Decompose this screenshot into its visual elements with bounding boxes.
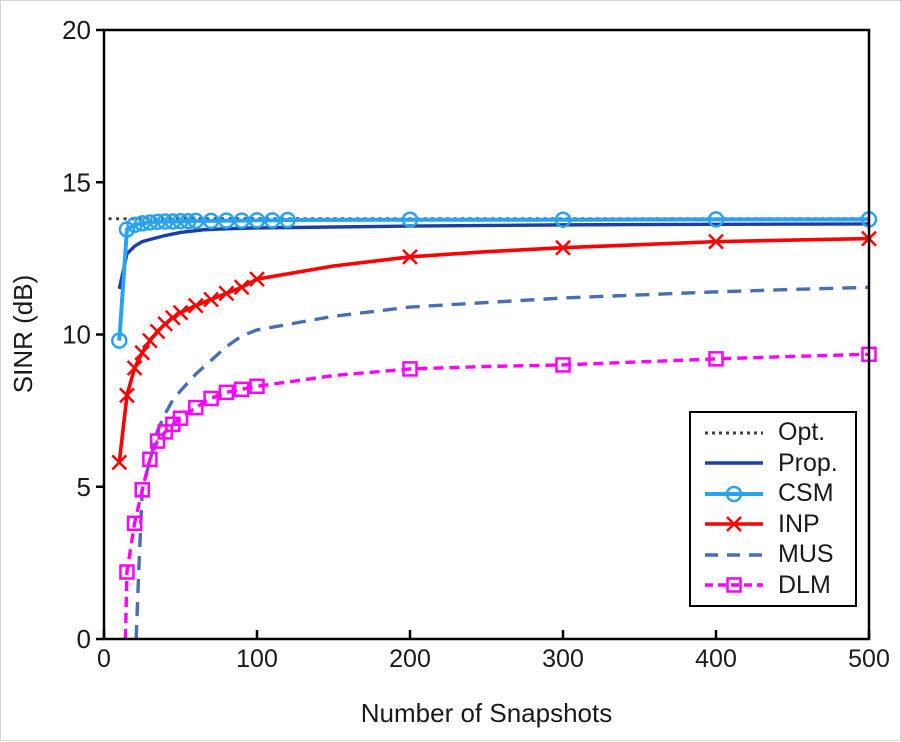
series-prop-line — [117, 222, 870, 290]
dlm-square-marker — [119, 564, 135, 580]
series-csm — [111, 211, 878, 349]
legend-item-csm: CSM — [703, 481, 855, 507]
inp-x-marker — [249, 271, 265, 287]
x-tick-label: 400 — [695, 645, 737, 673]
csm-circle-marker — [179, 212, 197, 230]
dlm-square-marker — [126, 515, 143, 532]
y-tick-label: 5 — [77, 472, 91, 502]
x-axis-title: Number of Snapshots — [360, 698, 613, 728]
dlm-square-marker — [708, 351, 724, 367]
csm-circle-marker — [126, 216, 143, 234]
legend-label: INP — [778, 509, 820, 538]
inp-x-marker — [555, 239, 571, 256]
x-tick-label: 200 — [389, 645, 431, 673]
inp-legend-marker — [726, 516, 742, 533]
dlm-square-marker — [172, 410, 189, 426]
legend-swatch-inp — [705, 516, 763, 533]
legend-label: Prop. — [778, 448, 838, 477]
legend-item-opt: Opt. — [703, 420, 855, 446]
legend-swatch-csm — [705, 485, 763, 502]
legend-label: MUS — [778, 540, 834, 569]
dlm-square-marker — [188, 399, 204, 416]
legend-item-inp: INP — [703, 511, 855, 537]
series-csm-line — [117, 217, 869, 341]
y-tick-label: 20 — [62, 15, 91, 45]
inp-x-marker — [402, 248, 418, 265]
y-tick-label: 10 — [62, 320, 91, 350]
x-tick-label: 100 — [236, 645, 278, 673]
csm-circle-marker — [401, 211, 419, 228]
series-inp-line — [117, 236, 870, 463]
dlm-square-marker — [555, 357, 571, 373]
inp-x-marker — [218, 285, 235, 302]
inp-x-marker — [203, 291, 219, 308]
inp-x-marker — [119, 387, 135, 404]
csm-legend-marker — [725, 485, 743, 502]
inp-x-marker — [708, 233, 724, 250]
x-tick-label: 500 — [848, 645, 890, 673]
inp-x-marker — [187, 297, 204, 314]
csm-circle-marker — [264, 212, 281, 229]
dlm-square-marker — [134, 482, 150, 498]
csm-circle-marker — [134, 215, 151, 232]
legend-swatch-dlm — [705, 577, 763, 594]
csm-circle-marker — [172, 212, 189, 230]
csm-circle-marker — [202, 212, 220, 230]
csm-circle-marker — [187, 212, 205, 230]
legend-item-mus: MUS — [703, 542, 855, 568]
dlm-square-marker — [203, 390, 219, 407]
x-tick-label: 0 — [97, 645, 111, 673]
csm-circle-marker — [233, 212, 250, 229]
dlm-legend-marker — [726, 577, 742, 594]
csm-circle-marker — [554, 211, 572, 228]
dlm-square-marker — [402, 361, 418, 377]
inp-x-marker — [233, 279, 250, 296]
dlm-square-marker — [233, 381, 250, 398]
csm-circle-marker — [156, 213, 174, 230]
y-axis-title: SINR (dB) — [8, 274, 38, 394]
inp-x-marker — [126, 360, 143, 376]
dlm-square-marker — [142, 451, 158, 468]
csm-circle-marker — [218, 212, 235, 229]
series-mus — [134, 285, 870, 640]
csm-circle-marker — [141, 214, 159, 231]
csm-circle-marker — [149, 213, 166, 231]
csm-circle-marker — [111, 332, 128, 349]
inp-x-marker — [134, 344, 151, 361]
csm-circle-marker — [279, 211, 296, 229]
x-tick-label: 300 — [542, 645, 584, 673]
plot-frame — [102, 28, 871, 641]
legend-swatch-opt — [705, 431, 763, 435]
series-dlm — [119, 346, 877, 640]
legend: Opt. Prop. CSM INP MUS DLM — [689, 411, 857, 607]
legend-item-dlm: DLM — [703, 572, 855, 598]
legend-label: Opt. — [778, 418, 826, 447]
series-mus-line — [134, 285, 870, 640]
csm-circle-marker — [248, 212, 266, 229]
inp-x-marker — [164, 309, 181, 326]
legend-item-prop: Prop. — [703, 450, 855, 476]
legend-label: CSM — [778, 479, 834, 508]
legend-swatch-mus — [705, 553, 763, 557]
inp-x-marker — [172, 304, 189, 321]
series-prop — [117, 222, 870, 290]
y-tick-label: 0 — [77, 624, 91, 654]
dlm-square-marker — [249, 378, 265, 395]
csm-circle-marker — [707, 211, 725, 228]
legend-swatch-prop — [705, 461, 763, 465]
inp-x-marker — [111, 454, 128, 471]
legend-label: DLM — [778, 570, 831, 599]
csm-circle-marker — [164, 213, 182, 230]
y-tick-label: 15 — [62, 167, 91, 197]
dlm-square-marker — [218, 384, 235, 401]
